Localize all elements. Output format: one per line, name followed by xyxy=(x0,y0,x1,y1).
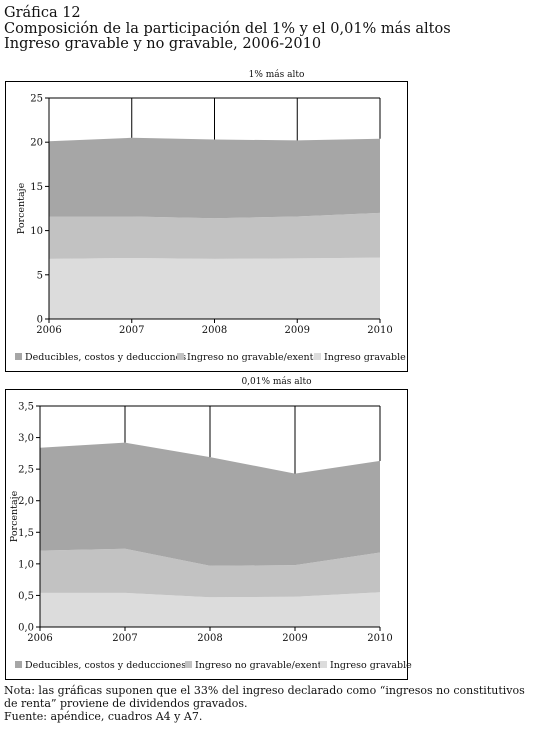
y-tick-label: 0,5 xyxy=(18,591,34,602)
y-tick-label: 1,5 xyxy=(18,528,34,539)
figure-subtitle: Ingreso gravable y no gravable, 2006-201… xyxy=(4,36,322,52)
x-tick-label: 2010 xyxy=(367,633,392,644)
x-tick-label: 2008 xyxy=(202,325,227,336)
x-tick-label: 2007 xyxy=(112,633,137,644)
y-tick-label: 0,0 xyxy=(18,623,34,634)
area-series-deducibles xyxy=(40,442,380,566)
chart-frame xyxy=(5,81,408,372)
legend-swatch-deducibles xyxy=(15,661,22,668)
area-series-no_gravable xyxy=(49,212,380,259)
x-tick-label: 2007 xyxy=(119,325,144,336)
y-tick-label: 25 xyxy=(30,94,43,105)
y-tick-label: 0 xyxy=(37,315,43,326)
chart-2: 0,0 0,5 1,0 1,5 2,0 2,5 3,0 3,5 2006 2007 2008 2009… xyxy=(5,389,412,680)
y-tick-label: 20 xyxy=(30,138,43,149)
chart-1: 0 5 10 15 20 25 2006 2007 2008 2009 2010 Porcentaje… xyxy=(5,81,408,372)
figure-notes: Nota: las gráficas suponen que el 33% de… xyxy=(4,684,552,723)
area-series-no_gravable xyxy=(40,548,380,598)
y-axis-label: Porcentaje xyxy=(9,490,20,542)
chart-1-title: 1% más alto xyxy=(248,70,305,80)
legend-label-deducibles: Deducibles, costos y deducciones xyxy=(25,352,186,363)
x-tick-label: 2006 xyxy=(27,633,52,644)
figure-number: Gráfica 12 xyxy=(4,5,81,21)
y-tick-label: 3,0 xyxy=(18,433,34,444)
figure-title: Composición de la participación del 1% y… xyxy=(4,20,451,37)
x-tick-label: 2010 xyxy=(367,325,392,336)
figure-header: Gráfica 12 Composición de la participaci… xyxy=(4,5,549,53)
chart-frame xyxy=(5,389,408,680)
area-series-gravable xyxy=(40,592,380,627)
y-tick-label: 2,0 xyxy=(18,496,34,507)
chart-2-title: 0,01% más alto xyxy=(241,377,312,387)
legend-swatch-deducibles xyxy=(15,353,22,360)
legend-label-gravable: Ingreso gravable xyxy=(324,352,406,363)
note-line-2: de renta” proviene de dividendos gravado… xyxy=(4,697,248,710)
legend-label-no_gravable: Ingreso no gravable/exento xyxy=(195,660,327,671)
legend-label-gravable: Ingreso gravable xyxy=(330,660,412,671)
y-tick-label: 5 xyxy=(37,270,43,281)
source-line: Fuente: apéndice, cuadros A4 y A7. xyxy=(4,710,203,723)
legend-label-no_gravable: Ingreso no gravable/exento xyxy=(187,352,319,363)
y-tick-label: 15 xyxy=(30,182,43,193)
area-series-deducibles xyxy=(49,137,380,219)
y-tick-label: 10 xyxy=(30,226,43,237)
x-tick-label: 2009 xyxy=(285,325,310,336)
y-tick-label: 2,5 xyxy=(18,465,34,476)
note-line-1: Nota: las gráficas suponen que el 33% de… xyxy=(4,684,525,697)
area-series-gravable xyxy=(49,257,380,319)
y-tick-label: 1,0 xyxy=(18,559,34,570)
x-tick-label: 2009 xyxy=(282,633,307,644)
x-tick-label: 2006 xyxy=(36,325,61,336)
legend-swatch-no_gravable xyxy=(177,353,184,360)
y-axis-label: Porcentaje xyxy=(16,182,27,234)
x-tick-label: 2008 xyxy=(197,633,222,644)
legend-swatch-gravable xyxy=(314,353,321,360)
y-tick-label: 3,5 xyxy=(18,402,34,413)
legend-swatch-gravable xyxy=(320,661,327,668)
legend-swatch-no_gravable xyxy=(185,661,192,668)
legend-label-deducibles: Deducibles, costos y deducciones xyxy=(25,660,186,671)
